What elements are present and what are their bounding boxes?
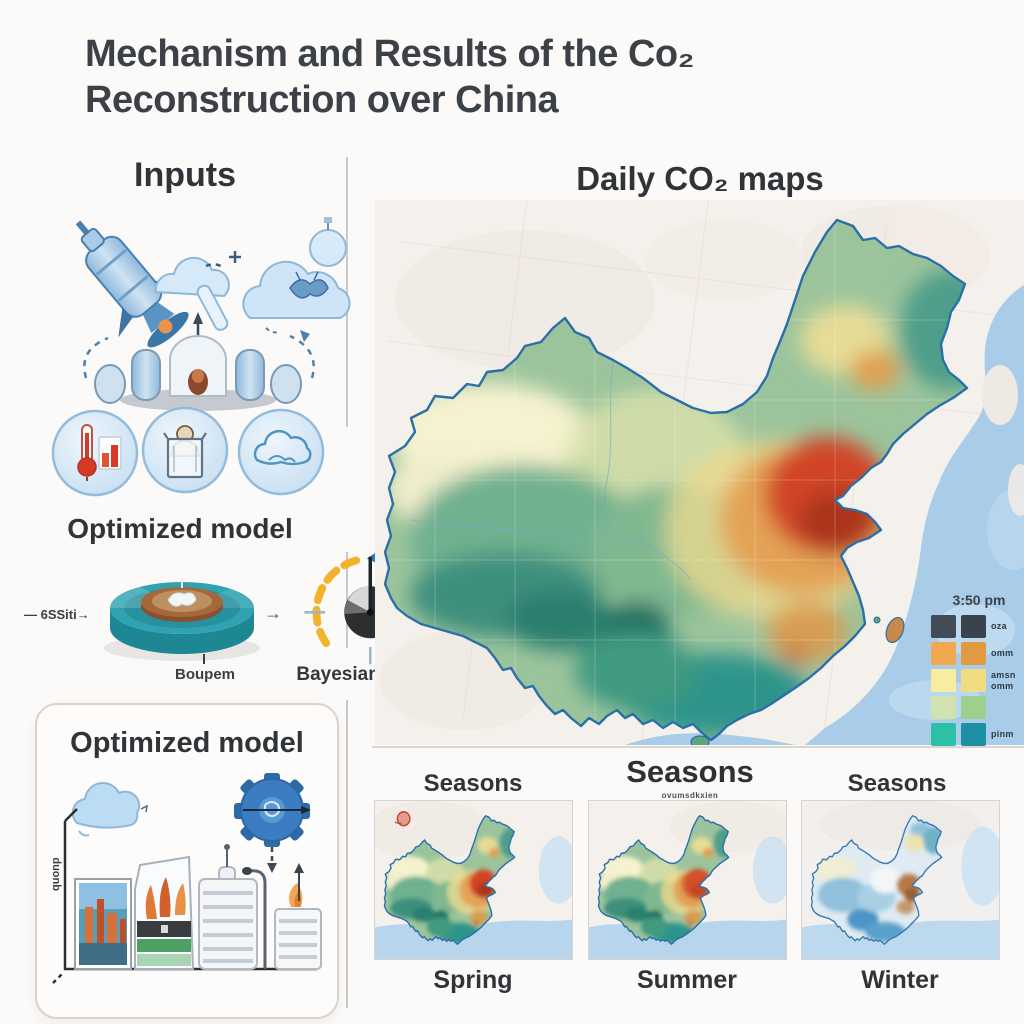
- legend-row: [931, 696, 1024, 719]
- season-map-summer: [588, 800, 795, 960]
- inputs-heading: Inputs: [134, 156, 236, 194]
- legend-swatch: [961, 723, 986, 746]
- tall-building: [198, 844, 267, 970]
- disc-arrow-label: — 6SSiti→: [24, 607, 90, 622]
- vertical-divider: [346, 700, 348, 1008]
- legend-swatch: [931, 615, 956, 638]
- arrow-right-icon: →: [264, 603, 282, 623]
- cloud-icon: [71, 782, 148, 837]
- gear-icon: [234, 773, 311, 873]
- hainan-island: [690, 735, 710, 749]
- optimized-model-heading: Optimized model: [67, 513, 293, 544]
- map-legend: 3:50 pm oza omm amsn omm: [931, 592, 1024, 750]
- title-line-1: Mechanism and Results of the Co₂: [85, 33, 694, 75]
- legend-label: oza: [991, 621, 1007, 632]
- legend-swatch: [961, 615, 986, 638]
- legend-label: pinm: [991, 729, 1014, 740]
- spring-map-svg: [366, 801, 579, 959]
- legend-swatch: [931, 642, 956, 665]
- legend-swatch: [961, 696, 986, 719]
- short-building: [274, 863, 322, 970]
- disc-caption: Boupem: [175, 666, 235, 683]
- gas-analyzer-icon: [83, 312, 315, 411]
- seasons-heading-left: Seasons: [423, 770, 523, 797]
- season-map-spring: [366, 800, 579, 960]
- seasons-heading-center-subtitle: ovumsdkxien: [661, 791, 719, 800]
- observer-frame-icon: [141, 406, 229, 494]
- legend-label: omm: [991, 648, 1014, 659]
- optimized-model-panel: Optimized model: [35, 703, 339, 1019]
- cloud-moth-icon: [242, 217, 351, 334]
- legend-row: amsn omm: [931, 669, 1024, 692]
- seasons-heading-center: Seasons ovumsdkxien: [590, 754, 790, 800]
- spring-label: Spring: [433, 966, 513, 994]
- title-line-2: Reconstruction over China: [85, 78, 559, 121]
- legend-swatch: [931, 723, 956, 746]
- cloud-outline-icon: [237, 408, 325, 496]
- legend-swatch: [961, 669, 986, 692]
- season-map-winter: [801, 799, 1005, 960]
- red-stamp-icon: [394, 811, 411, 827]
- winter-map-svg: [802, 799, 1005, 959]
- city-emissions-illustration: quonp: [50, 773, 322, 984]
- model-disc-icon: [104, 578, 260, 661]
- vertical-divider: [346, 552, 348, 648]
- skyline-frame: [74, 878, 132, 970]
- taiwan-island: [885, 616, 905, 644]
- legend-row: oza: [931, 615, 1024, 638]
- legend-row: omm: [931, 642, 1024, 665]
- horizontal-divider: [372, 746, 1024, 748]
- vertical-divider: [346, 157, 348, 427]
- legend-swatch: [931, 696, 956, 719]
- china-co2-map: 3:50 pm oza omm amsn omm: [375, 177, 1024, 763]
- daily-maps-heading: Daily CO₂ maps: [576, 160, 824, 197]
- satellite-icon: [75, 220, 189, 348]
- legend-row: pinm: [931, 723, 1024, 746]
- page-title: Mechanism and Results of the Co₂ Reconst…: [85, 32, 865, 123]
- thermometer-chart-icon: [51, 409, 139, 497]
- summer-label: Summer: [636, 966, 738, 994]
- inputs-illustration: [75, 217, 351, 411]
- panel-heading: Optimized model: [70, 727, 304, 759]
- flame-stack: [134, 855, 195, 970]
- legend-title: 3:50 pm: [952, 592, 1006, 608]
- seasons-heading-right: Seasons: [847, 770, 947, 797]
- legend-swatch: [961, 642, 986, 665]
- cloud-icon: [154, 256, 230, 331]
- legend-swatch: [931, 669, 956, 692]
- summer-map-svg: [589, 801, 795, 959]
- winter-label: Winter: [861, 966, 939, 994]
- axis-label: quonp: [50, 857, 62, 891]
- disc-caption-tick: [203, 654, 205, 664]
- legend-label: amsn omm: [991, 670, 1016, 691]
- daily-map-svg: [375, 177, 1024, 763]
- sparkle-icon: [205, 251, 241, 270]
- seasons-heading-center-text: Seasons: [626, 754, 754, 789]
